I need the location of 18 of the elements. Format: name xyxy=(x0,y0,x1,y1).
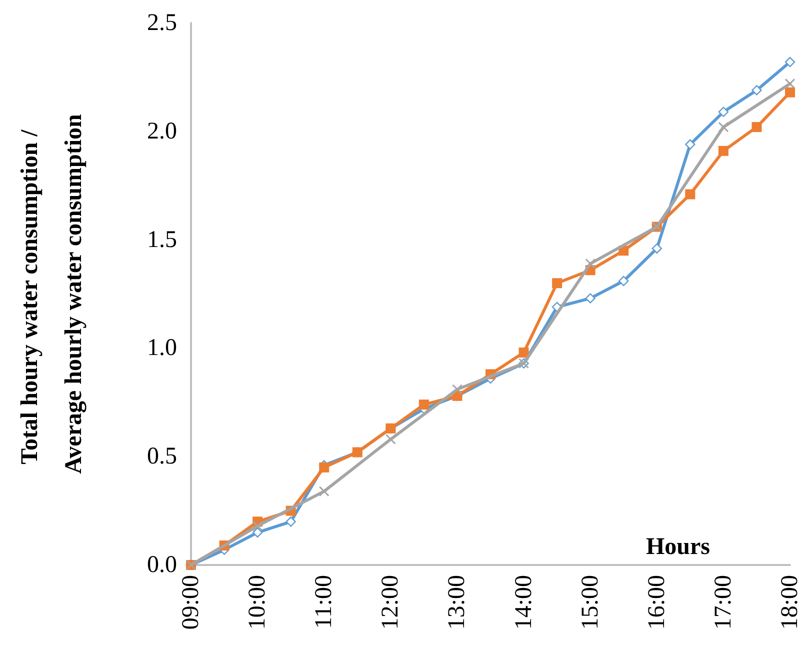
x-tick-label: 12:00 xyxy=(378,575,404,630)
y-tick-label: 0.5 xyxy=(147,444,177,470)
x-tick-label: 18:00 xyxy=(777,575,803,630)
y-tick-label: 2.5 xyxy=(147,10,177,36)
x-tick-label: 15:00 xyxy=(577,575,604,630)
x-tick-label: 09:00 xyxy=(178,575,204,630)
y-axis-title: Total houry water consumption / Average hourly water consumption xyxy=(17,114,87,474)
y-tick-label: 0.0 xyxy=(147,552,177,578)
x-tick-label: 16:00 xyxy=(644,575,670,630)
x-tick-label: 17:00 xyxy=(710,575,736,630)
x-tick-label: 10:00 xyxy=(244,575,271,630)
x-tick-label: 14:00 xyxy=(510,575,537,630)
x-axis-title: Hours xyxy=(646,534,710,560)
x-tick-label: 11:00 xyxy=(311,575,338,629)
y-tick-label: 2.0 xyxy=(147,118,177,144)
y-tick-label: 1.0 xyxy=(147,335,177,362)
x-tick-label: 13:00 xyxy=(444,575,470,630)
y-tick-label: 1.5 xyxy=(147,226,177,253)
